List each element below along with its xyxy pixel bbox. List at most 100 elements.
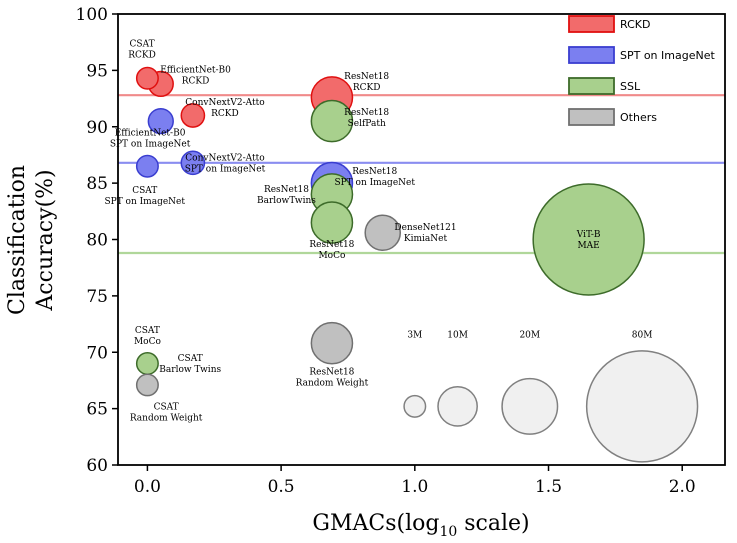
point-label: CSAT Random Weight (130, 403, 203, 424)
y-tick-label: 75 (86, 287, 108, 307)
x-tick-label: 0.0 (134, 477, 161, 497)
size-reference-label: 20M (519, 331, 540, 341)
legend-swatch (568, 15, 615, 33)
data-point (364, 214, 402, 252)
point-label-line: EfficientNet-B0 (160, 65, 231, 75)
y-tick-label: 70 (86, 343, 108, 363)
point-label-line: KimiaNet (404, 234, 448, 244)
y-axis-label-line2: Accuracy(%) (33, 169, 58, 311)
x-tick-label: 1.0 (401, 477, 428, 497)
point-label-line: RCKD (211, 109, 239, 119)
point-label-line: MAE (577, 241, 599, 251)
data-point (310, 321, 354, 365)
point-label-line: Random Weight (130, 414, 203, 424)
point-label: EfficientNet-B0 RCKD (160, 65, 231, 86)
point-label: ResNet18 RCKD (344, 72, 389, 93)
y-tick-label: 65 (86, 400, 108, 420)
point-label-line: ResNet18 (344, 72, 389, 82)
point-label-line: RCKD (353, 83, 381, 93)
x-tick-label: 1.5 (535, 477, 562, 497)
point-label-line: CSAT (132, 186, 157, 196)
legend-swatch (568, 108, 615, 126)
point-label-line: SelfPath (348, 119, 386, 129)
point-label: CSAT RCKD (128, 39, 156, 60)
data-point (180, 150, 206, 176)
x-axis-label: GMACs(log10 scale) (312, 511, 529, 540)
point-label: ViT-B MAE (576, 230, 601, 251)
point-label-line: CSAT (130, 39, 155, 49)
point-label: CSAT Barlow Twins (159, 354, 221, 375)
point-label-line: ViT-B (576, 230, 601, 240)
legend-swatch (568, 46, 615, 64)
data-point (310, 99, 354, 143)
x-axis-label-main: GMACs(log (312, 511, 439, 536)
point-label-line: SPT on ImageNet (110, 140, 191, 150)
point-label-line: ResNet18 (352, 167, 397, 177)
point-label: ConvNextV2-Atto SPT on ImageNet (185, 153, 266, 174)
legend-label: RCKD (620, 18, 650, 31)
legend-label: Others (620, 111, 657, 124)
size-reference-bubble (437, 386, 478, 427)
legend-label: SSL (620, 80, 641, 93)
point-label-line: CSAT (135, 326, 160, 336)
point-label: ResNet18 SPT on ImageNet (334, 167, 415, 188)
point-label-line: ResNet18 (344, 108, 389, 118)
size-reference-label: 10M (447, 331, 468, 341)
size-reference-label: 3M (407, 331, 422, 341)
data-point (532, 183, 645, 296)
point-label-line: RCKD (128, 50, 156, 60)
point-label: CSAT MoCo (134, 326, 161, 347)
point-label: CSAT SPT on ImageNet (104, 186, 185, 207)
point-label-line: ConvNextV2-Atto (185, 153, 264, 163)
size-reference-label: 80M (632, 331, 653, 341)
point-label: EfficientNet-B0 SPT on ImageNet (110, 129, 191, 150)
point-label-line: SPT on ImageNet (104, 197, 185, 207)
point-label-line: SPT on ImageNet (334, 178, 415, 188)
point-label-line: SPT on ImageNet (185, 164, 266, 174)
point-label-line: BarlowTwins (257, 196, 316, 206)
point-label: ConvNextV2-Atto RCKD (185, 98, 264, 119)
point-label-line: CSAT (154, 403, 179, 413)
size-reference-bubble (403, 394, 427, 418)
y-tick-label: 80 (86, 231, 108, 251)
x-tick-label: 2.0 (669, 477, 696, 497)
x-axis-label-tail: scale) (457, 511, 529, 536)
point-label-line: EfficientNet-B0 (115, 129, 186, 139)
point-label-line: ConvNextV2-Atto (185, 98, 264, 108)
size-reference-bubble (501, 377, 559, 435)
point-label: ResNet18 BarlowTwins (257, 185, 316, 206)
data-point (310, 201, 354, 244)
y-tick-label: 90 (86, 118, 108, 138)
point-label-line: MoCo (134, 337, 161, 347)
point-label: DenseNet121 KimiaNet (394, 223, 456, 244)
point-label-line: RCKD (182, 76, 210, 86)
point-label-line: ResNet18 (309, 240, 354, 250)
point-label-line: ResNet18 (264, 185, 309, 195)
point-label-line: CSAT (178, 354, 203, 364)
y-tick-label: 60 (86, 456, 108, 476)
y-axis-label-line1: Classification (5, 165, 30, 315)
x-tick-label: 0.5 (268, 477, 295, 497)
data-point (135, 373, 159, 397)
data-point (135, 154, 159, 178)
point-label: ResNet18 Random Weight (296, 368, 369, 389)
point-label: ResNet18 SelfPath (344, 108, 389, 129)
point-label-line: ResNet18 (309, 368, 354, 378)
data-point (135, 66, 159, 90)
point-label-line: Random Weight (296, 379, 369, 389)
size-reference-bubble (585, 350, 699, 463)
legend-swatch (568, 77, 615, 95)
data-point (147, 107, 174, 135)
data-point (180, 103, 206, 128)
point-label-line: Barlow Twins (159, 365, 221, 375)
legend-label: SPT on ImageNet (620, 49, 715, 62)
point-label: ResNet18 MoCo (309, 240, 354, 261)
y-tick-label: 85 (86, 174, 108, 194)
point-label-line: DenseNet121 (394, 223, 456, 233)
y-tick-label: 95 (86, 61, 108, 81)
y-tick-label: 100 (76, 5, 108, 25)
x-axis-label-subscript: 10 (439, 524, 457, 540)
data-point (135, 352, 159, 376)
point-label-line: MoCo (318, 251, 345, 261)
